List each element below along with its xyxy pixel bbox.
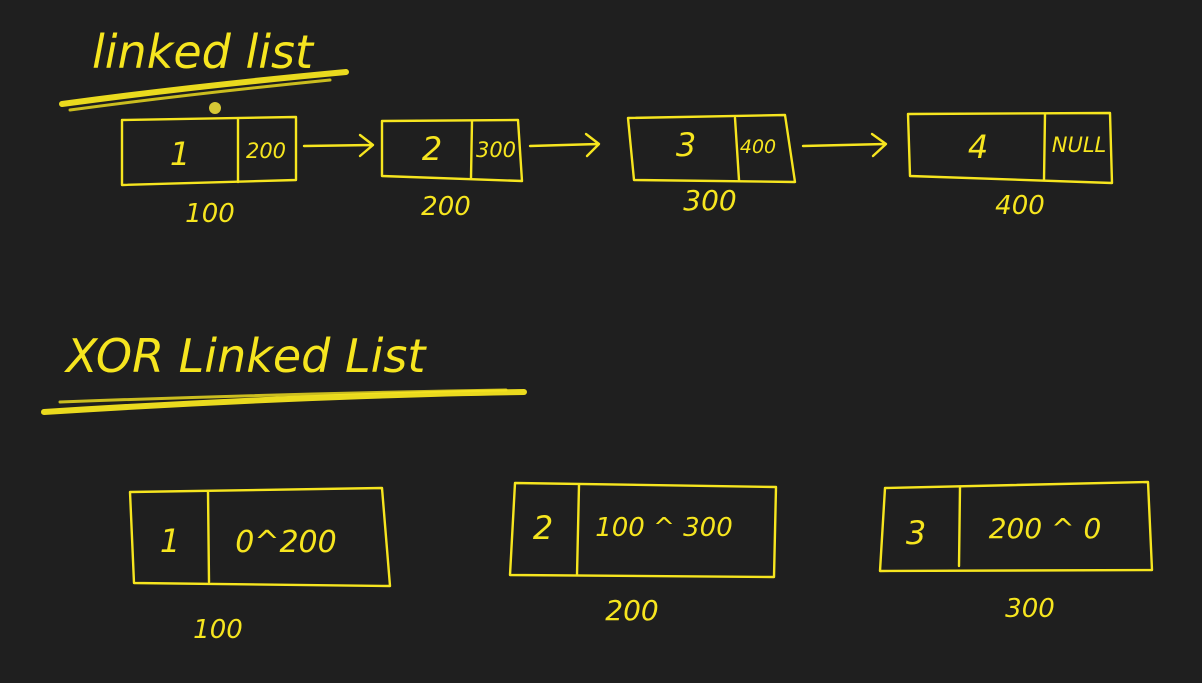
node-divider [957,485,962,568]
xor-node: 2 100 ^ 300 200 [508,481,778,627]
node-xor-pointer: 0^200 [235,525,336,560]
node-address: 400 [995,191,1045,221]
node-divider [575,483,581,577]
linked-list-node: 4 NULL 400 [906,111,1114,221]
next-arrow [528,132,601,158]
node-address: 100 [193,615,243,645]
linked-list-title: linked list [92,25,315,79]
node-divider [1042,112,1047,182]
linked-list-section: linked list 1 200 100 2 300 200 3 400 [59,25,1114,229]
linked-list-node: 3 400 300 [626,113,797,217]
node-next-pointer: 200 [246,139,286,163]
node-value: 4 [968,128,988,166]
node-box [128,486,392,588]
node-value: 1 [160,522,180,560]
next-arrow [801,132,888,158]
node-value: 3 [906,514,926,552]
next-arrow [302,133,375,158]
linked-list-node: 1 200 100 [120,115,298,229]
node-box [626,113,797,184]
node-box [508,481,778,579]
node-address: 300 [1005,594,1055,624]
node-divider [733,116,741,182]
xor-linked-list-title-highlight-stroke [58,388,508,404]
node-box [878,480,1154,573]
xor-linked-list-section: XOR Linked List 1 0^200 100 2 100 ^ 300 … [41,329,1154,645]
xor-linked-list-title-highlight [41,389,527,415]
node-address: 100 [185,199,235,229]
linked-list-node: 2 300 200 [380,118,524,222]
node-value: 1 [170,135,190,173]
linked-list-title-highlight [59,69,349,107]
node-address: 300 [683,184,736,217]
xor-node: 1 0^200 100 [128,486,392,645]
node-value: 2 [533,509,553,547]
node-value: 3 [676,126,696,164]
node-address: 200 [421,192,471,222]
node-next-pointer: NULL [1052,133,1106,157]
node-value: 2 [422,130,442,168]
node-xor-pointer: 200 ^ 0 [989,512,1102,545]
node-divider [469,119,474,180]
node-address: 200 [605,594,658,627]
xor-linked-list-title: XOR Linked List [64,329,427,383]
node-box [906,111,1114,185]
xor-node: 3 200 ^ 0 300 [878,480,1154,624]
node-xor-pointer: 100 ^ 300 [595,513,733,543]
node-divider [206,490,211,584]
linked-list-title-highlight-stroke [68,78,332,112]
node-next-pointer: 400 [740,136,776,158]
pen-cursor-icon [209,102,221,114]
node-next-pointer: 300 [476,138,516,162]
